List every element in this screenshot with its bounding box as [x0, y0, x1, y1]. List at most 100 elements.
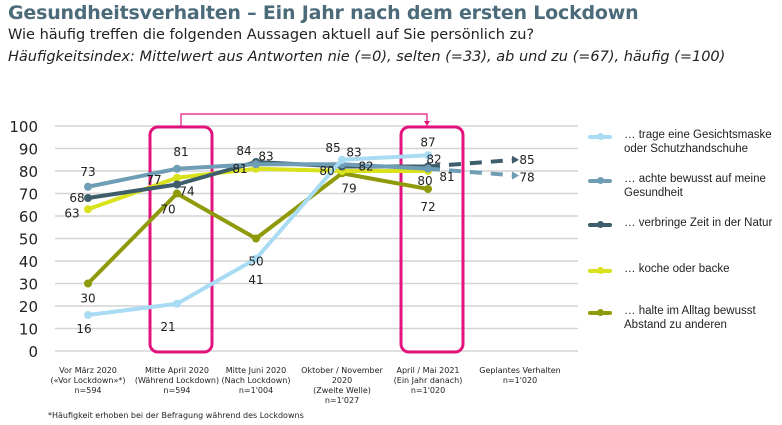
legend-label: … verbringe Zeit in der Natur — [624, 217, 773, 229]
y-tick-label: 30 — [19, 276, 38, 294]
footnote: *Häufigkeit erhoben bei der Befragung wä… — [48, 411, 304, 420]
data-label: 68 — [69, 191, 84, 205]
data-label: 82 — [426, 153, 441, 167]
data-point — [173, 189, 181, 198]
data-label: 81 — [439, 170, 454, 184]
data-point — [84, 311, 92, 319]
data-label: 83 — [258, 149, 273, 163]
x-category-line: April / Mai 2021 — [396, 366, 460, 375]
data-label: 21 — [160, 320, 175, 334]
chart-subtitle: Wie häufig treffen die folgenden Aussage… — [8, 27, 535, 43]
data-point — [252, 254, 260, 263]
x-category-line: n=1'004 — [238, 386, 274, 395]
data-label: 72 — [420, 200, 435, 214]
legend-label: … halte im Alltag bewusst Abstand zu and… — [624, 305, 756, 331]
data-label: 78 — [519, 171, 534, 185]
data-point — [424, 151, 432, 160]
data-point — [252, 160, 260, 169]
data-point — [173, 180, 181, 189]
legend-label: … koche oder backe — [624, 263, 730, 275]
legend-swatch — [588, 309, 612, 316]
x-category-line: n=1'020 — [502, 376, 538, 385]
y-tick-label: 60 — [19, 208, 38, 226]
highlight-box — [148, 125, 214, 354]
x-category-line: 2020 — [331, 376, 353, 385]
data-label: 30 — [80, 292, 95, 306]
data-label: 87 — [420, 135, 435, 149]
data-label: 41 — [248, 273, 263, 287]
data-point-arrow — [512, 171, 519, 180]
x-category-line: n=594 — [74, 386, 102, 395]
data-label: 81 — [232, 162, 247, 176]
y-tick-label: 100 — [9, 118, 38, 136]
y-tick-label: 10 — [19, 321, 38, 339]
y-tick-label: 70 — [19, 186, 38, 204]
x-category-line: (Zweite Welle) — [313, 386, 371, 395]
data-point — [424, 164, 432, 173]
data-label: 81 — [173, 145, 188, 159]
data-label: 63 — [64, 206, 79, 220]
data-label: 50 — [248, 255, 263, 269]
y-tick-label: 80 — [19, 163, 38, 181]
y-tick-label: 20 — [19, 298, 38, 316]
data-label: 74 — [179, 185, 194, 199]
x-category-label: April / Mai 2021 (Ein Jahr danach) n=1'020 — [378, 366, 478, 396]
x-category-line: (Ein Jahr danach) — [393, 376, 463, 385]
data-label: 80 — [417, 174, 432, 188]
highlight-connector — [180, 113, 428, 127]
legend-swatch — [588, 133, 612, 140]
connector-arrowhead — [424, 121, 430, 126]
data-label: 73 — [80, 165, 95, 179]
data-point — [173, 299, 181, 308]
legend-swatch — [588, 267, 612, 274]
data-point — [84, 182, 92, 191]
index-note: Häufigkeitsindex: Mittelwert aus Antwort… — [8, 49, 726, 65]
y-tick-label: 40 — [19, 253, 38, 271]
y-tick-label: 0 — [28, 343, 38, 361]
series-line-planned — [427, 157, 517, 169]
data-label: 79 — [341, 181, 356, 195]
series-line-planned — [427, 166, 517, 178]
legend-swatch — [588, 221, 612, 228]
legend-label: … trage eine Gesichtsmaske oder Schutzha… — [624, 129, 772, 155]
x-category-line: (Nach Lockdown) — [221, 376, 291, 385]
x-category-line: Vor März 2020 — [59, 366, 117, 375]
x-category-line: (Während Lockdown) — [134, 376, 220, 385]
x-category-label: Mitte April 2020 (Während Lockdown) n=594 — [127, 366, 227, 396]
data-point — [84, 279, 92, 288]
y-tick-label: 50 — [19, 231, 38, 249]
legend-swatch — [588, 177, 612, 184]
data-point — [424, 185, 432, 193]
data-label: 16 — [76, 322, 91, 336]
data-label: 80 — [319, 164, 334, 178]
data-point-arrow — [512, 155, 519, 164]
data-label: 70 — [160, 203, 175, 217]
data-point — [252, 234, 260, 243]
page-title: Gesundheitsverhalten – Ein Jahr nach dem… — [8, 2, 639, 24]
data-label: 83 — [346, 145, 361, 159]
data-label: 85 — [519, 153, 534, 167]
x-category-line: Mitte Juni 2020 — [225, 366, 287, 375]
data-label: 82 — [358, 160, 373, 174]
data-label: 85 — [325, 141, 340, 155]
x-category-line: Oktober / November — [301, 366, 383, 375]
legend-label: … achte bewusst auf meine Gesundheit — [624, 173, 766, 199]
x-category-label: Geplantes Verhalten n=1'020 — [470, 366, 570, 386]
x-category-line: Mitte April 2020 — [144, 366, 210, 375]
data-point — [338, 155, 346, 164]
x-category-line: («Vor Lockdown»*) — [50, 376, 126, 385]
x-category-label: Oktober / November 2020 (Zweite Welle) n=1'… — [292, 366, 392, 406]
x-category-label: Vor März 2020 («Vor Lockdown»*) n=594 — [38, 366, 138, 396]
data-point — [84, 205, 92, 214]
highlight-box — [399, 125, 465, 354]
data-label: 77 — [146, 173, 161, 187]
x-category-line: n=594 — [163, 386, 191, 395]
x-category-line: Geplantes Verhalten — [479, 366, 561, 375]
x-category-label: Mitte Juni 2020 (Nach Lockdown) n=1'004 — [206, 366, 306, 396]
data-point — [84, 194, 92, 202]
x-category-line: n=1'020 — [410, 386, 446, 395]
x-category-line: n=1'027 — [324, 396, 360, 405]
data-label: 84 — [236, 144, 251, 158]
data-point — [173, 173, 181, 182]
